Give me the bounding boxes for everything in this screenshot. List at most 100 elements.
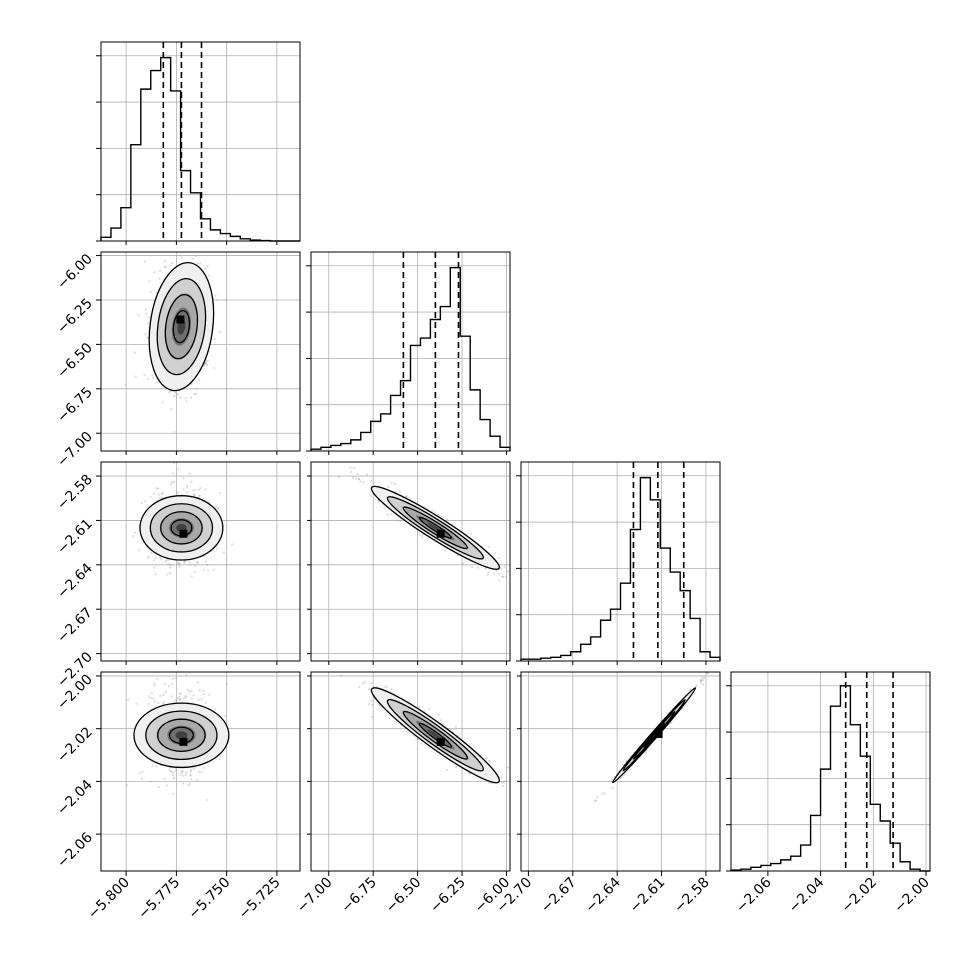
scatter-point: [405, 495, 408, 498]
scatter-point: [194, 392, 197, 395]
scatter-point: [359, 480, 362, 483]
scatter-point: [484, 567, 487, 570]
scatter-panel-1-3: [310, 671, 519, 872]
y-tick-label-3-2: −2.02: [54, 724, 96, 766]
contour-0: [370, 485, 500, 570]
scatter-point: [146, 336, 149, 339]
scatter-point: [502, 781, 505, 784]
scatter-point: [439, 719, 442, 722]
scatter-point: [207, 569, 210, 572]
hist-grid-3: [731, 672, 930, 871]
scatter-point: [611, 786, 614, 790]
scatter-point: [497, 573, 500, 576]
scatter-point: [144, 333, 147, 336]
pair-ticks-0-2: [125, 661, 278, 665]
scatter-point: [155, 381, 158, 384]
scatter-point: [147, 378, 150, 381]
scatter-point: [379, 705, 382, 708]
scatter-point: [180, 256, 183, 259]
scatter-point: [179, 692, 182, 696]
scatter-point: [178, 565, 181, 568]
scatter-point: [370, 715, 374, 719]
scatter-point: [153, 492, 156, 495]
scatter-point: [203, 555, 206, 558]
scatter-point: [408, 700, 411, 703]
scatter-point: [494, 551, 497, 555]
scatter-point: [167, 562, 170, 566]
scatter-point: [182, 782, 185, 785]
scatter-point: [338, 475, 341, 478]
scatter-point: [214, 294, 217, 297]
scatter-point: [147, 316, 150, 319]
scatter-point: [164, 683, 167, 686]
y-tick-label-3-0: −2.06: [54, 830, 96, 872]
scatter-point: [417, 706, 421, 709]
scatter-point: [168, 390, 171, 394]
scatter-point: [157, 493, 160, 496]
y-tick-label-2-3: −2.61: [54, 516, 96, 558]
scatter-point: [133, 351, 136, 354]
scatter-point: [204, 701, 207, 704]
scatter-point: [186, 486, 189, 489]
scatter-point: [593, 799, 597, 802]
y-axis-3: −2.06−2.04−2.02−2.00: [54, 671, 101, 871]
scatter-point: [700, 681, 703, 684]
density-peak: [179, 737, 188, 746]
scatter-point: [365, 473, 368, 476]
contour-3: [172, 309, 191, 344]
scatter-point: [181, 249, 183, 251]
scatter-point: [495, 569, 498, 572]
scatter-point: [356, 472, 359, 476]
scatter-point: [140, 502, 143, 505]
scatter-content-1-2: [338, 466, 510, 582]
scatter-point: [196, 262, 199, 265]
scatter-point: [461, 562, 465, 565]
scatter-point: [197, 489, 200, 492]
scatter-point: [715, 665, 717, 667]
scatter-point: [126, 698, 130, 701]
scatter-point: [442, 723, 445, 726]
scatter-point: [216, 298, 219, 302]
scatter-point: [190, 480, 193, 483]
scatter-point: [421, 536, 424, 539]
scatter-point: [181, 770, 184, 773]
scatter-point: [355, 477, 358, 480]
scatter-point: [174, 391, 177, 394]
pair-frame-0-3: [100, 671, 301, 872]
contour-2: [164, 293, 199, 360]
scatter-point: [153, 271, 156, 274]
scatter-point: [190, 689, 193, 693]
scatter-content-1-3: [340, 674, 519, 798]
scatter-point: [487, 545, 490, 548]
x-tick-label-1-3: −6.25: [427, 875, 469, 917]
scatter-point: [222, 551, 225, 554]
x-tick-label-0-3: −5.725: [236, 875, 284, 923]
scatter-point: [168, 684, 171, 688]
scatter-point: [513, 796, 515, 798]
scatter-point: [198, 770, 201, 774]
scatter-point: [454, 726, 457, 729]
scatter-point: [512, 780, 514, 782]
scatter-point: [702, 678, 705, 682]
scatter-point: [517, 790, 519, 792]
scatter-point: [147, 322, 150, 325]
scatter-point: [172, 771, 175, 774]
scatter-point: [174, 246, 176, 248]
scatter-point: [504, 575, 507, 578]
scatter-point: [231, 543, 234, 546]
scatter-point: [191, 489, 194, 492]
scatter-point: [595, 799, 598, 802]
hist-xticks-0: [125, 241, 278, 245]
scatter-point: [189, 770, 193, 773]
scatter-point: [387, 485, 390, 488]
scatter-point: [501, 575, 504, 578]
scatter-point: [349, 470, 353, 474]
scatter-point: [665, 712, 669, 715]
scatter-point: [689, 688, 692, 691]
scatter-point: [162, 693, 165, 697]
contour-2: [402, 506, 469, 550]
scatter-point: [163, 663, 165, 665]
scatter-point: [169, 572, 172, 575]
x-tick-label-1-2: −6.50: [383, 875, 425, 917]
scatter-point: [706, 672, 709, 675]
